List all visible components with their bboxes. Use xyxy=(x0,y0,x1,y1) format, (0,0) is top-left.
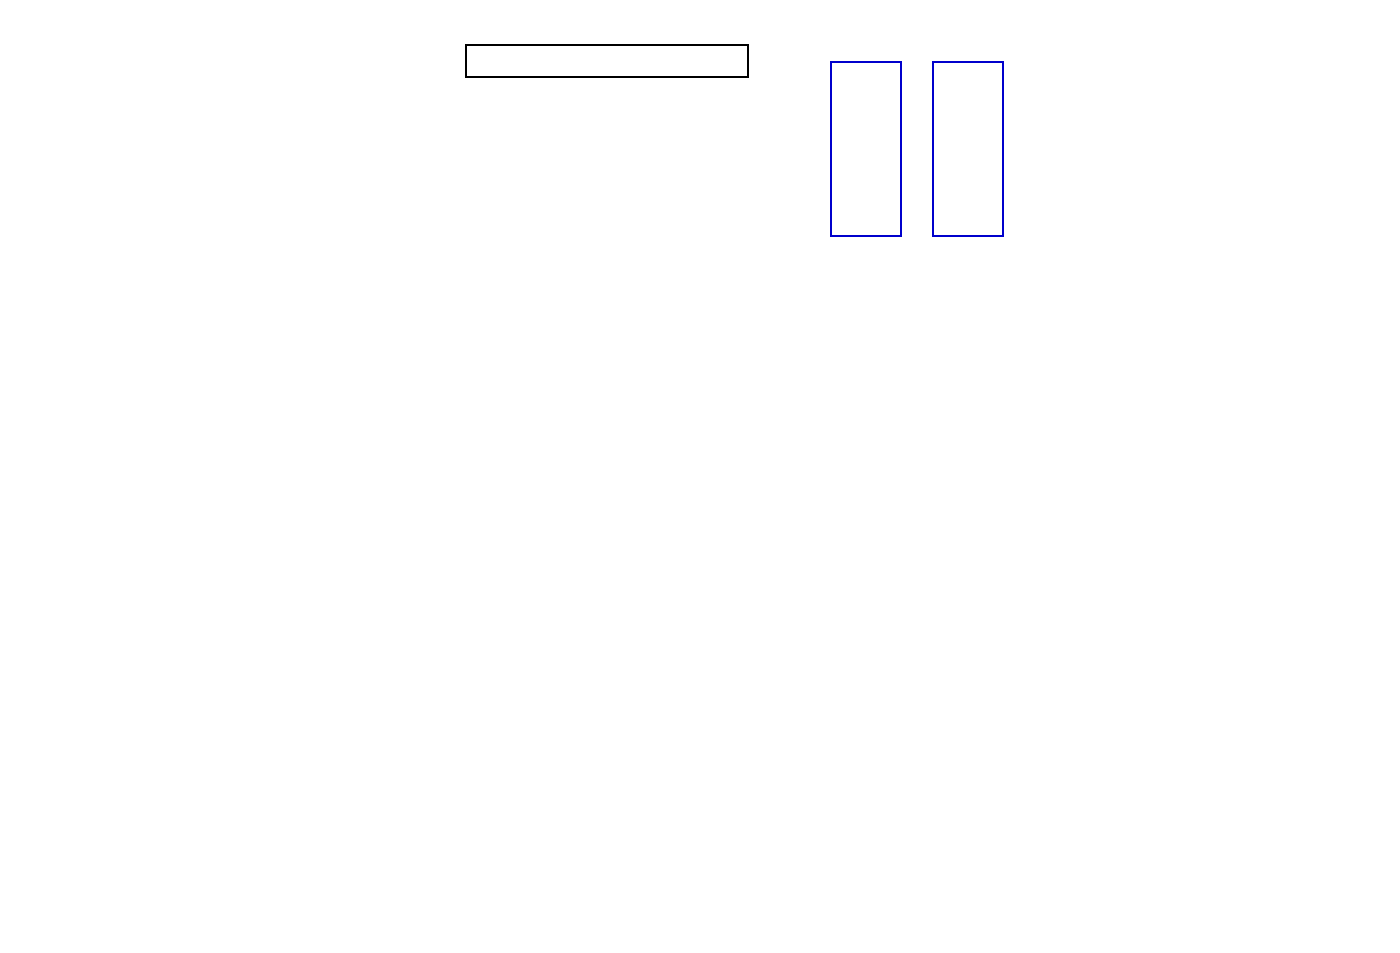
fiber-positions-plot xyxy=(40,528,226,694)
spec2d-block xyxy=(445,32,845,252)
full-spectrum-plot xyxy=(86,256,1308,452)
with-sky-image xyxy=(830,61,902,237)
line-fit-plot xyxy=(1022,46,1332,232)
lineflux-map-panel xyxy=(220,512,410,727)
detection-info-block xyxy=(70,40,78,70)
spec2d-weighted-smoothed-image xyxy=(654,46,746,76)
hsc-cutout-plot xyxy=(400,528,586,694)
clean-image xyxy=(932,61,1004,237)
lineflux-map-plot xyxy=(220,528,406,694)
spec2d-weighted-row xyxy=(465,44,749,78)
match-table xyxy=(70,771,770,901)
hsc-cutout-panel xyxy=(400,512,590,727)
info-cont-w xyxy=(70,40,78,55)
fiber-positions-panel xyxy=(40,512,230,727)
spec2d-weighted-2dspec-image xyxy=(467,46,559,76)
info-plae xyxy=(70,55,78,70)
